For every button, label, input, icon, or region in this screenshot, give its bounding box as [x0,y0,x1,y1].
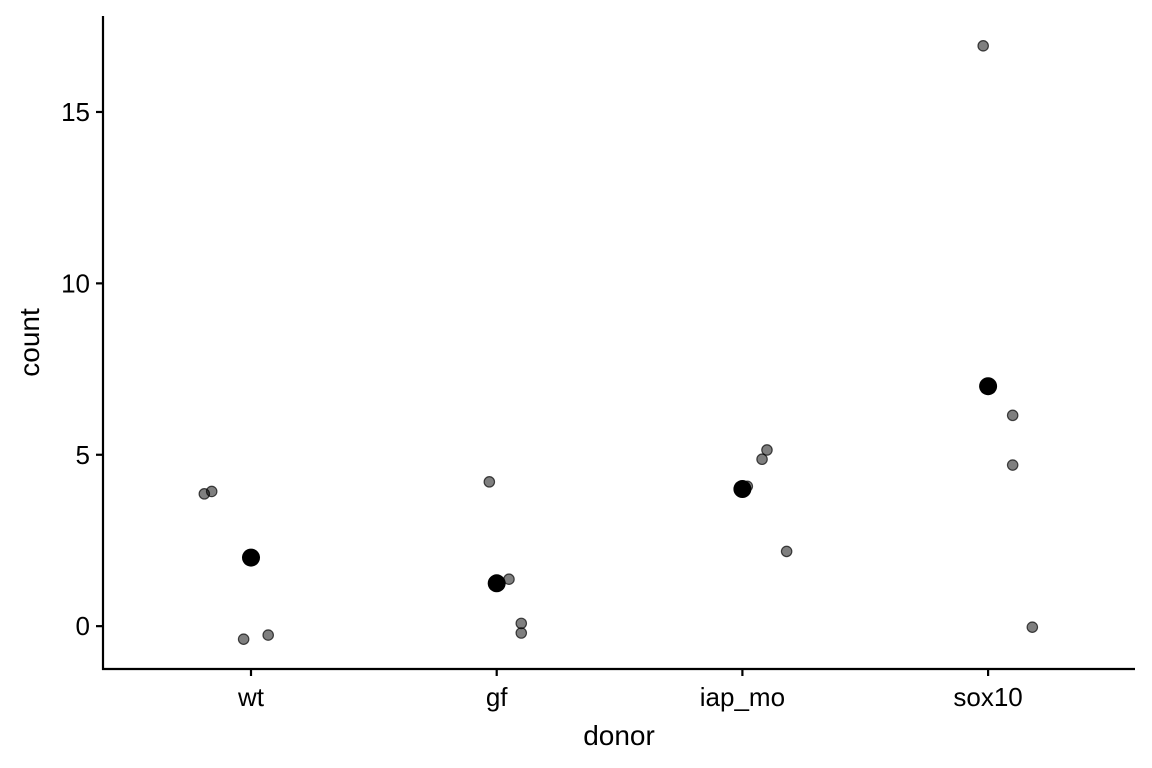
data-point [205,485,218,498]
y-tick-label: 10 [61,268,90,298]
x-tick-label: sox10 [953,682,1022,712]
data-point [1026,621,1039,633]
data-point [780,545,793,558]
data-point [761,444,773,456]
data-point [977,40,989,52]
x-axis-title: donor [583,720,655,751]
x-tick-label: gf [486,682,508,712]
mean-point [242,548,260,567]
data-point [756,453,768,466]
x-axis-ticks: wt gf iap_mo sox10 [237,669,1023,712]
data-point [1006,409,1019,422]
data-point [515,627,528,639]
y-axis-title: count [14,308,45,377]
data-point [515,617,528,630]
data-point [237,633,250,645]
y-tick-label: 0 [76,611,90,641]
mean-point [487,574,506,593]
data-point [1006,459,1019,471]
y-tick-label: 15 [61,97,90,127]
points-layer [198,40,1039,645]
mean-point [979,377,998,396]
x-tick-label: iap_mo [700,682,785,712]
mean-point [733,480,752,499]
x-tick-label: wt [237,682,265,712]
y-tick-label: 5 [76,440,90,470]
y-axis-ticks: 0 5 10 15 [61,97,103,641]
data-point [483,476,496,488]
data-point [262,629,274,641]
